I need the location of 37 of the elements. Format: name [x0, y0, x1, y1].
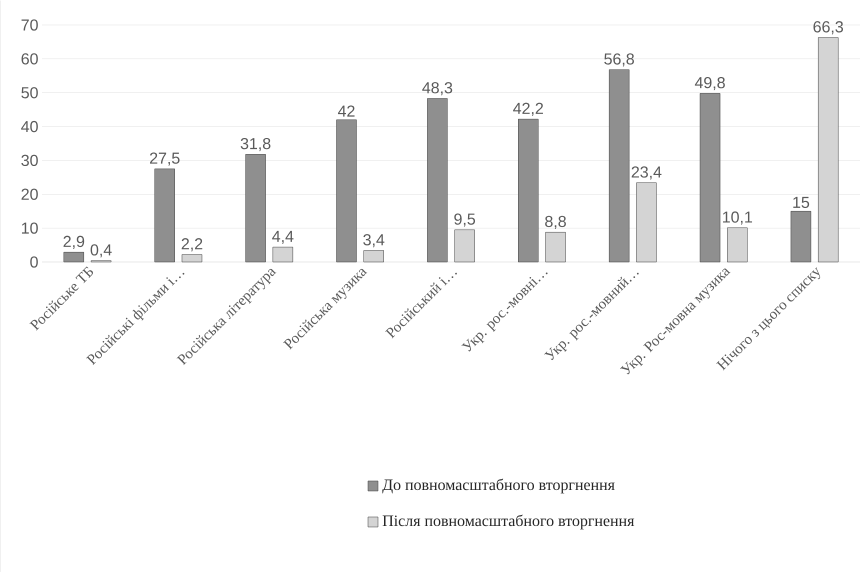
data-label: 2,2: [182, 238, 202, 252]
data-label: 66,3: [814, 21, 843, 34]
data-label: 15: [793, 196, 810, 208]
data-label: 0,4: [90, 244, 112, 258]
bar: [336, 119, 357, 262]
bar: [790, 210, 812, 262]
y-tick-label: 50: [21, 86, 38, 98]
legend-label: Після повномасштабного вторгнення: [382, 514, 634, 530]
y-tick-label: 30: [21, 154, 38, 166]
data-label: 4,4: [272, 230, 294, 244]
bar: [245, 154, 266, 262]
data-label: 56,8: [604, 53, 634, 66]
data-label: 9,5: [454, 213, 476, 227]
data-label: 49,8: [694, 76, 725, 90]
data-label: 23,4: [632, 166, 662, 180]
legend-label: До повномасштабного вторгнення: [382, 478, 615, 494]
bar: [64, 252, 84, 262]
y-tick-label: 40: [21, 120, 38, 132]
bar: [154, 168, 175, 262]
data-label: 2,9: [64, 236, 84, 249]
data-label: 48,3: [422, 82, 452, 96]
data-label: 10,1: [723, 211, 752, 224]
y-tick-label: 10: [22, 222, 38, 234]
bar: [700, 93, 720, 262]
y-tick-label: 0: [30, 256, 38, 268]
bar: [427, 98, 448, 262]
data-label: 3,4: [363, 234, 384, 248]
data-label: 27,5: [150, 152, 180, 166]
data-label: 42,2: [513, 102, 543, 116]
bar: [518, 118, 539, 262]
y-tick-label: 20: [22, 188, 38, 200]
data-label: 42: [338, 105, 355, 116]
bar: [608, 69, 630, 262]
y-tick-label: 70: [22, 19, 38, 31]
data-label: 8,8: [545, 216, 566, 229]
y-tick-label: 60: [22, 53, 38, 64]
data-label: 31,8: [240, 138, 270, 152]
